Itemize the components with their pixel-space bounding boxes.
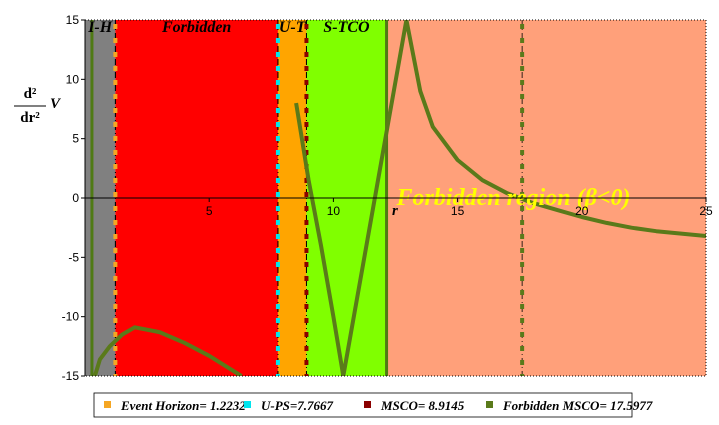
legend-marker <box>244 401 251 408</box>
region-label: S-TCO <box>323 19 370 36</box>
region-label: I-H <box>87 19 113 36</box>
legend-marker <box>486 401 493 408</box>
x-tick-label: 5 <box>206 204 213 218</box>
y-tick-label: 5 <box>72 132 79 146</box>
y-tick-label: -15 <box>62 369 80 383</box>
y-label-denominator: dr² <box>20 110 40 126</box>
x-tick-label: 20 <box>575 204 589 218</box>
y-tick-label: 0 <box>72 191 79 205</box>
curve <box>92 20 706 376</box>
region-label: U-T <box>279 19 307 36</box>
y-tick-label: -10 <box>62 310 80 324</box>
y-tick-label: -5 <box>68 250 79 264</box>
x-tick-label: 15 <box>451 204 465 218</box>
y-tick-label: 10 <box>66 72 80 86</box>
legend-label: Event Horizon= 1.2232 <box>120 398 246 413</box>
legend-label: U-PS=7.7667 <box>261 398 334 413</box>
x-label: r <box>392 203 398 219</box>
legend-marker <box>104 401 111 408</box>
y-label-symbol: V <box>50 96 62 112</box>
legend-label: MSCO= 8.9145 <box>380 398 465 413</box>
y-tick-label: 15 <box>66 13 80 27</box>
legend-label: Forbidden MSCO= 17.5977 <box>502 398 653 413</box>
y-label-numerator: d² <box>24 86 37 102</box>
legend <box>93 392 633 418</box>
region-label: Forbidden <box>161 19 231 36</box>
x-tick-label: 10 <box>327 204 341 218</box>
legend-marker <box>364 401 371 408</box>
x-tick-label: 25 <box>699 204 713 218</box>
